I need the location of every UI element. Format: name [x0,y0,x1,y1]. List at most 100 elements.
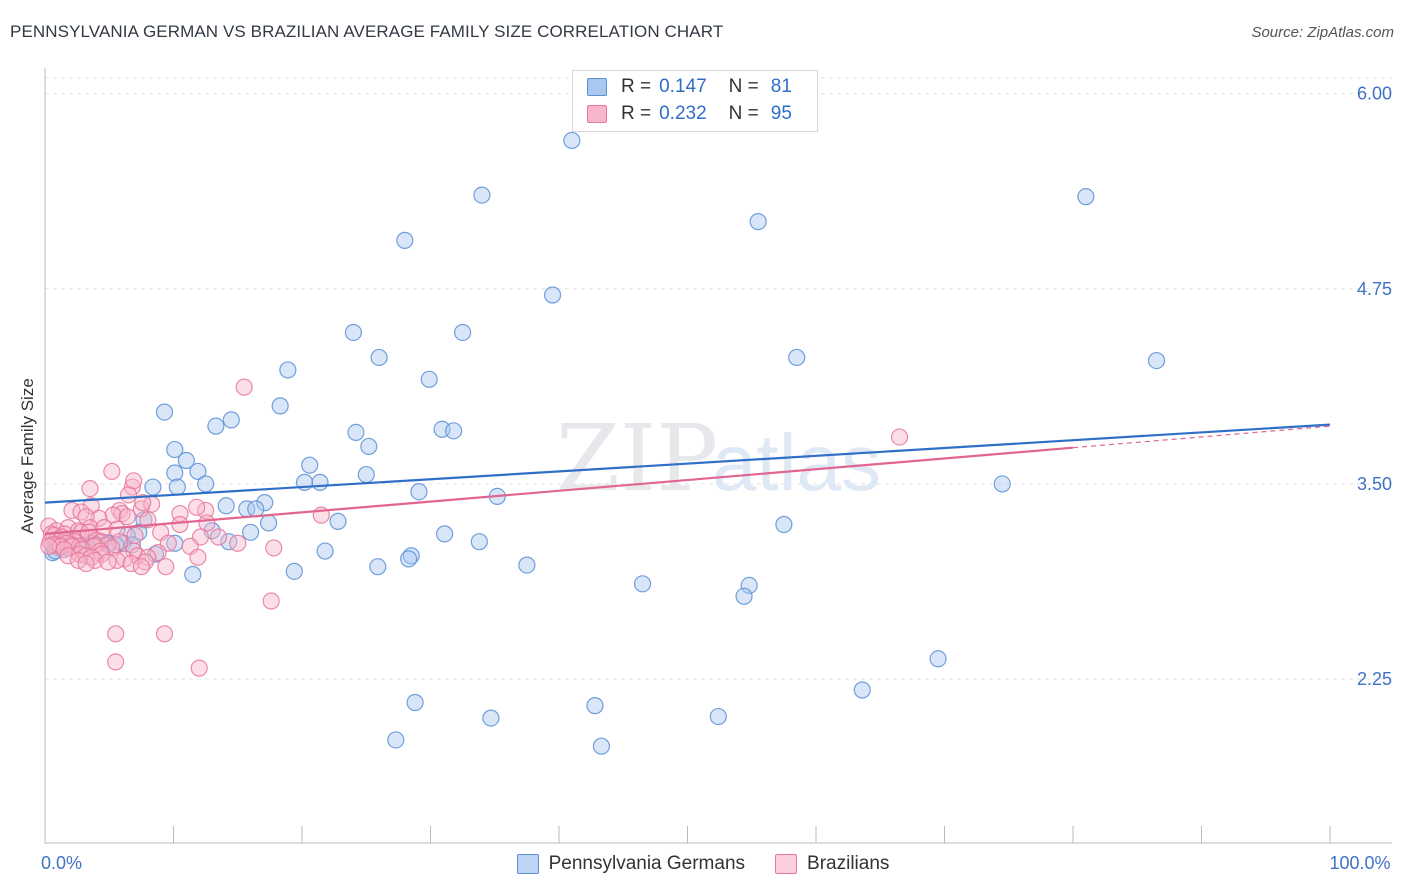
pennsylvania-german-point [929,650,947,668]
brazilian-point [188,498,206,516]
brazilian-point [107,625,125,643]
brazilian-point [123,478,141,496]
pennsylvania-german-point [168,478,186,496]
brazilian-point [86,551,104,570]
pennsylvania-german-point [316,542,334,560]
brazilian-point [118,508,136,526]
pennsylvania-german-point [396,231,414,249]
legend-n-value: 81 [770,76,792,97]
brazilian-point [229,534,247,552]
pennsylvania-german-point [400,550,418,568]
brazilian-point [134,494,152,512]
pennsylvania-german-point [360,437,378,456]
pennsylvania-german-point [189,462,207,481]
pennsylvania-german-point [344,323,362,342]
pennsylvania-german-point [436,525,454,543]
pennsylvania-german-point [369,558,387,576]
brazilian-point [190,659,208,677]
pennsylvania-german-point [482,709,500,727]
brazilian-point [90,509,108,527]
pennsylvania-german-point [222,411,240,429]
series-name: Brazilians [807,853,890,874]
pennsylvania-german-point [586,697,604,715]
grid-layer [45,77,1392,680]
legend-n-value: 95 [770,103,792,124]
pennsylvania-german-point [563,131,581,150]
brazilian-point [104,506,122,524]
brazilian-point [235,378,253,396]
pennsylvania-german-point [518,556,536,574]
axes-layer [44,68,1392,844]
watermark-atlas: atlas [712,418,881,507]
brazilian-point [171,515,189,534]
pennsylvania-german-point [144,478,162,496]
brazilian-point [189,548,207,566]
pennsylvania-german-point [1147,351,1166,370]
pennsylvania-german-point [370,348,388,367]
brazilian-point [149,544,167,562]
brazilian-point [890,428,909,446]
pennsylvania-german-point [166,440,184,459]
series-legend-pennsylvania-germans: Pennsylvania Germans [516,853,745,875]
brazilian-point [197,501,215,520]
pennsylvania-german-point [197,475,215,493]
legend-row-pennsylvania-germans: R = 0.147 N = 81 [587,75,792,99]
pennsylvania-german-point [788,348,806,367]
brazilian-point [72,503,90,521]
series-legend-brazilians: Brazilians [775,853,889,875]
legend-n-label: N = [728,103,759,124]
legend-r-value: 0.232 [659,103,707,124]
pennsylvania-german-point [473,186,491,204]
brazilian-point [107,653,125,671]
pennsylvania-german-point [247,500,265,518]
pennsylvania-german-point [347,423,365,441]
pennsylvania-german-point [1077,188,1095,206]
watermark-zip: ZIP [556,405,718,512]
pennsylvania-german-point [454,323,472,342]
brazilian-point [103,462,121,481]
trend-line [44,423,1331,504]
pennsylvania-german-point [543,286,562,304]
brazilian-point [209,528,228,546]
points-layer [40,131,1166,755]
watermark: ZIP atlas [556,405,881,512]
series-legend: Pennsylvania Germans Brazilians [0,852,1406,876]
y-tick-label: 3.50 [1357,474,1392,494]
trend-line [44,446,1074,535]
legend-swatch-pink [587,105,607,123]
brazilian-point [40,537,58,555]
chart-title: PENNSYLVANIA GERMAN VS BRAZILIAN AVERAGE… [10,22,724,41]
pennsylvania-german-point [166,464,184,482]
brazilian-point [77,554,95,573]
brazilian-point [81,480,99,498]
pennsylvania-german-point [853,681,871,699]
pennsylvania-german-point [177,451,195,470]
pennsylvania-german-point [259,514,278,532]
pennsylvania-german-point [387,731,405,749]
pennsylvania-german-point [271,397,289,415]
pennsylvania-german-point [470,533,488,551]
legend-row-brazilians: R = 0.232 N = 95 [587,102,792,126]
y-tick-label: 4.75 [1357,279,1392,299]
pennsylvania-german-point [592,737,611,755]
pennsylvania-german-point [184,565,202,584]
brazilian-point [99,553,117,571]
pennsylvania-german-point [633,575,652,593]
brazilian-point [122,554,140,573]
pennsylvania-german-point [301,456,319,474]
brazilian-point [132,500,150,518]
brazilian-point [139,548,157,566]
legend-r-label: R = [621,103,652,124]
brazilian-point [155,625,174,643]
y-tick-label: 6.00 [1357,84,1392,104]
brazilian-point [59,547,77,565]
source-credit: Source: ZipAtlas.com [1251,24,1394,41]
trend-layer [44,423,1331,535]
brazilian-point [262,592,280,610]
pennsylvania-german-point [406,693,424,712]
pennsylvania-german-point [709,707,727,726]
legend-n-label: N = [728,76,759,97]
tick-labels: 2.25 3.50 4.75 6.00 0.0% 100.0% [41,84,1392,873]
pennsylvania-german-point [740,576,758,594]
